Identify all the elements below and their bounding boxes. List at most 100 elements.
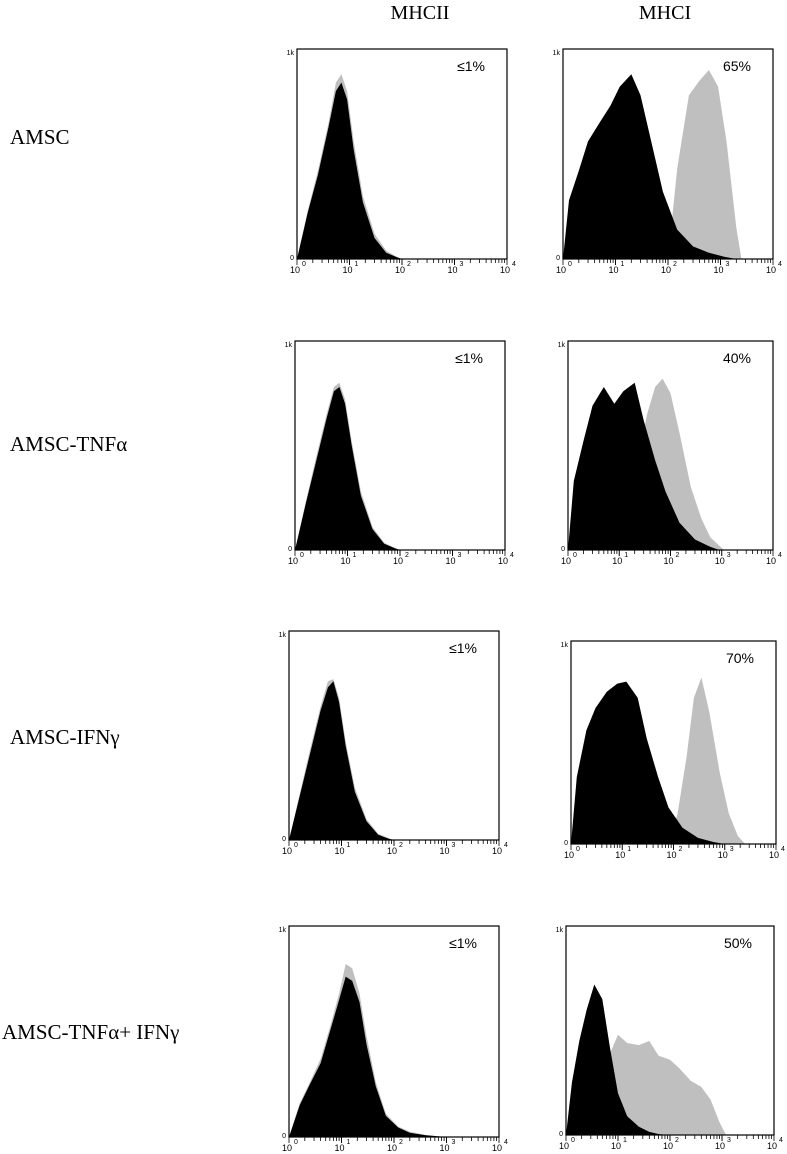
percent-label: ≤1% <box>455 350 483 366</box>
svg-text:4: 4 <box>510 552 514 559</box>
svg-text:10: 10 <box>439 1143 449 1153</box>
svg-text:10: 10 <box>615 850 625 860</box>
x-tick-label: 104 <box>492 842 508 856</box>
svg-text:10: 10 <box>447 265 457 275</box>
svg-text:2: 2 <box>407 261 411 268</box>
svg-text:3: 3 <box>452 1139 456 1146</box>
svg-text:2: 2 <box>676 552 680 559</box>
y-tick-label: 1k <box>561 642 569 649</box>
svg-text:1: 1 <box>621 261 625 268</box>
y-tick-label: 0 <box>556 255 560 262</box>
svg-text:10: 10 <box>492 846 502 856</box>
svg-text:10: 10 <box>663 1141 673 1151</box>
x-tick-label: 103 <box>447 261 463 275</box>
svg-text:3: 3 <box>727 1137 731 1144</box>
x-tick-label: 102 <box>387 1139 403 1153</box>
svg-text:2: 2 <box>405 552 409 559</box>
svg-text:10: 10 <box>612 556 622 566</box>
x-tick-label: 102 <box>666 846 682 860</box>
x-tick-label: 101 <box>340 552 356 566</box>
y-tick-label: 1k <box>558 342 566 349</box>
svg-text:10: 10 <box>766 556 776 566</box>
x-tick-label: 103 <box>718 846 734 860</box>
svg-text:10: 10 <box>715 1141 725 1151</box>
svg-text:2: 2 <box>675 1137 679 1144</box>
svg-text:10: 10 <box>342 265 352 275</box>
y-tick-label: 1k <box>279 927 287 934</box>
svg-text:2: 2 <box>399 842 403 849</box>
isotype-histogram <box>297 82 402 259</box>
svg-text:10: 10 <box>492 1143 502 1153</box>
percent-label: 65% <box>723 58 751 74</box>
svg-text:3: 3 <box>460 261 464 268</box>
svg-text:10: 10 <box>334 1143 344 1153</box>
x-tick-label: 102 <box>663 1137 679 1151</box>
svg-text:1: 1 <box>347 842 351 849</box>
x-tick-label: 100 <box>556 261 572 275</box>
x-tick-label: 100 <box>564 846 580 860</box>
svg-text:4: 4 <box>781 846 785 853</box>
x-tick-label: 104 <box>500 261 516 275</box>
x-tick-label: 100 <box>288 552 304 566</box>
svg-text:0: 0 <box>294 1139 298 1146</box>
row-label-amsc: AMSC <box>10 125 70 149</box>
percent-label: 40% <box>723 350 751 366</box>
x-tick-label: 103 <box>713 261 729 275</box>
svg-text:4: 4 <box>778 261 782 268</box>
x-tick-label: 104 <box>492 1139 508 1153</box>
x-tick-label: 100 <box>559 1137 575 1151</box>
svg-text:10: 10 <box>445 556 455 566</box>
row-label-amsc-ifng: AMSC-IFNγ <box>10 725 120 749</box>
svg-text:10: 10 <box>561 556 571 566</box>
svg-text:10: 10 <box>666 850 676 860</box>
svg-text:10: 10 <box>395 265 405 275</box>
svg-text:1: 1 <box>627 846 631 853</box>
stained-histogram <box>668 677 746 844</box>
x-tick-label: 101 <box>342 261 358 275</box>
svg-text:2: 2 <box>399 1139 403 1146</box>
svg-text:4: 4 <box>504 842 508 849</box>
svg-text:1: 1 <box>353 552 357 559</box>
y-tick-label: 1k <box>279 632 287 639</box>
svg-text:10: 10 <box>715 556 725 566</box>
svg-text:0: 0 <box>573 552 577 559</box>
y-tick-label: 1k <box>556 927 564 934</box>
svg-text:10: 10 <box>282 846 292 856</box>
isotype-histogram <box>566 984 668 1135</box>
x-tick-label: 104 <box>766 261 782 275</box>
stained-histogram <box>668 70 742 259</box>
svg-text:10: 10 <box>564 850 574 860</box>
x-tick-label: 103 <box>439 842 455 856</box>
x-tick-label: 100 <box>561 552 577 566</box>
svg-text:10: 10 <box>556 265 566 275</box>
percent-label: 50% <box>724 935 752 951</box>
x-tick-label: 103 <box>445 552 461 566</box>
svg-text:4: 4 <box>779 1137 783 1144</box>
svg-text:4: 4 <box>504 1139 508 1146</box>
x-tick-label: 101 <box>612 552 628 566</box>
isotype-histogram <box>571 681 725 844</box>
svg-text:10: 10 <box>769 850 779 860</box>
y-tick-label: 1k <box>285 342 293 349</box>
svg-text:0: 0 <box>302 261 306 268</box>
x-tick-label: 102 <box>395 261 411 275</box>
svg-text:10: 10 <box>439 846 449 856</box>
svg-text:10: 10 <box>387 1143 397 1153</box>
x-tick-label: 100 <box>282 842 298 856</box>
svg-text:10: 10 <box>290 265 300 275</box>
column-header-mhcii: MHCII <box>390 2 450 24</box>
isotype-histogram <box>563 74 737 259</box>
svg-text:10: 10 <box>340 556 350 566</box>
x-tick-label: 103 <box>439 1139 455 1153</box>
x-tick-label: 103 <box>715 552 731 566</box>
svg-text:10: 10 <box>611 1141 621 1151</box>
svg-text:3: 3 <box>730 846 734 853</box>
x-tick-label: 100 <box>282 1139 298 1153</box>
y-tick-label: 0 <box>282 1133 286 1140</box>
percent-label: ≤1% <box>449 935 477 951</box>
